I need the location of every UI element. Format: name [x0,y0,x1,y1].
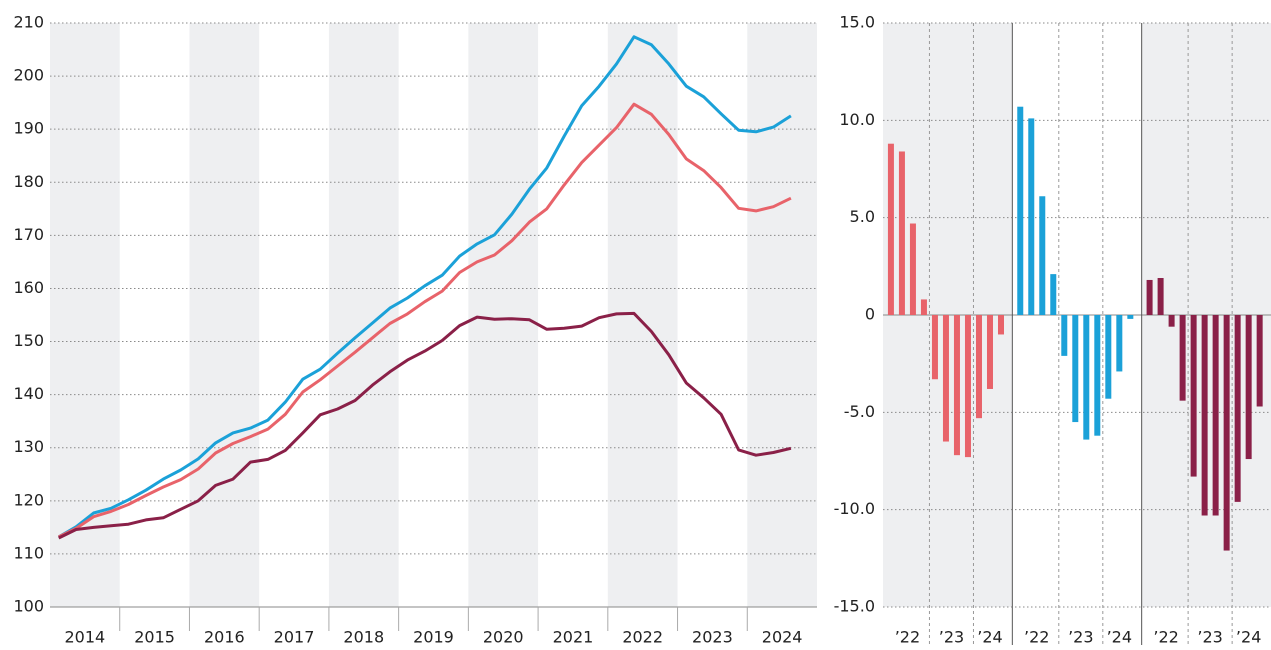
y-tick-label: 190 [13,119,44,138]
bar [1190,315,1197,477]
bar [931,315,938,380]
line-series [57,35,792,539]
bar [1127,315,1134,319]
x-tick-label: 2017 [274,628,315,647]
bar [1256,315,1263,407]
x-tick-label: 2019 [413,628,454,647]
line-series [58,102,792,539]
year-band [468,23,539,607]
bar [953,315,960,456]
bar [920,299,927,315]
y-tick-label: 100 [13,597,44,616]
bar [909,223,916,315]
bar [1017,106,1024,315]
x-tick-label: ’24 [1107,628,1132,647]
bar [1028,118,1035,316]
x-tick-label: 2024 [762,628,803,647]
bar [1245,315,1252,460]
y-tick-label: 160 [13,278,44,297]
bar [1201,315,1208,516]
y-tick-label: -5.0 [844,402,875,421]
x-tick-label: 2015 [134,628,175,647]
x-tick-label: ’22 [1153,628,1178,647]
y-tick-label: 15.0 [839,13,875,32]
x-tick-label: 2021 [553,628,594,647]
y-tick-label: -15.0 [834,597,875,616]
bar [1105,315,1112,399]
y-tick-label: 0 [865,305,875,324]
y-tick-label: 130 [13,437,44,456]
bar [1116,315,1123,372]
bar [975,315,982,419]
bar [1179,315,1186,401]
bar [1061,315,1068,356]
x-tick-label: ’22 [1024,628,1049,647]
bar [964,315,971,458]
x-tick-label: ’23 [939,628,964,647]
year-band [328,23,399,607]
x-tick-label: ’24 [977,628,1002,647]
x-tick-label: ’23 [1197,628,1222,647]
y-tick-label: 170 [13,225,44,244]
bar [1168,315,1175,327]
line-series [58,311,792,540]
year-band [189,23,260,607]
year-band [747,23,817,607]
x-tick-label: ’23 [1068,628,1093,647]
bar [942,315,949,442]
x-tick-label: ’24 [1236,628,1261,647]
y-tick-label: 110 [13,543,44,562]
y-tick-label: 10.0 [839,110,875,129]
bar [997,315,1004,335]
y-tick-label: 120 [13,490,44,509]
x-tick-label: 2014 [65,628,106,647]
x-tick-label: ’22 [895,628,920,647]
bar [986,315,993,389]
y-tick-label: 180 [13,172,44,191]
bar [1094,315,1101,436]
bar [1050,274,1057,315]
y-tick-label: 210 [13,13,44,32]
x-tick-label: 2023 [692,628,733,647]
bar [1039,196,1046,315]
bar [1083,315,1090,440]
y-tick-label: 200 [13,66,44,85]
bar [898,151,905,315]
bar [1146,279,1153,315]
y-tick-label: -10.0 [834,499,875,518]
x-tick-label: 2020 [483,628,524,647]
x-tick-label: 2018 [343,628,384,647]
y-tick-label: 5.0 [850,207,875,226]
bar [887,143,894,315]
x-tick-label: 2022 [622,628,663,647]
bar [1157,278,1164,315]
x-tick-label: 2016 [204,628,245,647]
bar [1072,315,1079,423]
y-tick-label: 150 [13,331,44,350]
y-tick-label: 140 [13,384,44,403]
bar [1234,315,1241,502]
bar [1212,315,1219,516]
bar [1223,315,1230,551]
